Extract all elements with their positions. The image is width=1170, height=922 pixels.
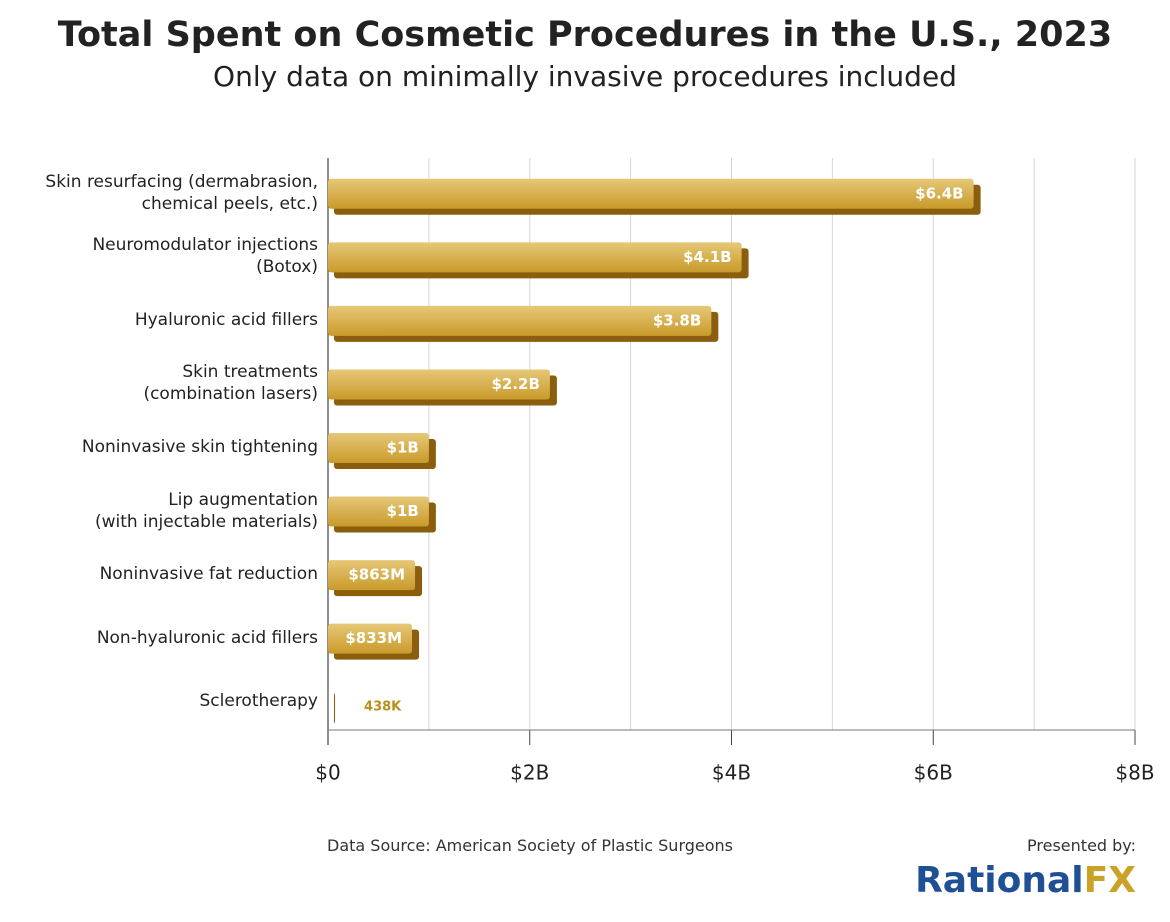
- value-label: $3.8B: [653, 311, 701, 329]
- bar: [328, 560, 416, 591]
- source: Data Source: American Society of Plastic…: [327, 836, 734, 855]
- category-label: Skin resurfacing (dermabrasion, chemical…: [45, 171, 318, 214]
- category-label: Neuromodulator injections (Botox): [92, 235, 318, 278]
- chart-subtitle: Only data on minimally invasive procedur…: [213, 60, 957, 93]
- category-label: Noninvasive fat reduction: [99, 564, 318, 585]
- bar: [328, 433, 429, 463]
- value-label: $4.1B: [683, 248, 731, 266]
- chart-title: Total Spent on Cosmetic Procedures in th…: [58, 15, 1112, 55]
- category-label: Lip augmentation (with injectable materi…: [94, 489, 318, 532]
- value-label: $2.2B: [491, 375, 539, 393]
- category-label: Sclerotherapy: [199, 691, 319, 712]
- value-label: 438K: [364, 700, 402, 715]
- x-tick-label: $6B: [914, 761, 953, 785]
- value-label: $1B: [387, 502, 419, 520]
- brand-part: Rational: [915, 860, 1084, 901]
- bar: [328, 305, 712, 336]
- bar: [328, 242, 742, 273]
- presented-by: Presented by:: [1027, 836, 1136, 855]
- value-label: $863M: [348, 566, 405, 584]
- x-tick-label: $2B: [510, 761, 549, 785]
- bar-depth: [334, 693, 336, 724]
- brand-logo: RationalFX: [915, 860, 1136, 901]
- bar: [328, 623, 413, 654]
- bar: [328, 178, 974, 209]
- value-label: $1B: [387, 439, 419, 457]
- bar: [328, 369, 550, 400]
- brand-part: FX: [1083, 860, 1136, 901]
- x-tick-label: $8B: [1115, 761, 1154, 785]
- x-tick-label: $4B: [712, 761, 751, 785]
- category-label: Noninvasive skin tightening: [81, 437, 318, 457]
- value-label: $6.4B: [915, 184, 963, 202]
- category-label: Hyaluronic acid fillers: [134, 309, 318, 330]
- bar: [328, 496, 429, 527]
- x-tick-label: $0: [315, 761, 340, 785]
- value-label: $833M: [345, 629, 402, 647]
- category-label: Skin treatments (combination lasers): [143, 362, 318, 405]
- category-label: Non-hyaluronic acid fillers: [96, 627, 318, 648]
